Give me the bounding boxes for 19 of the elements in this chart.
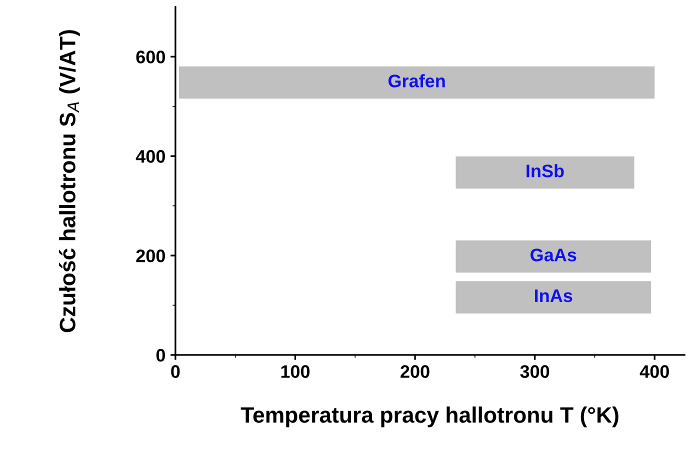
bar (456, 156, 634, 189)
bar (456, 281, 652, 314)
x-tick-label: 0 (171, 365, 180, 378)
x-tick-label: 400 (640, 365, 669, 378)
y-tick-label: 600 (136, 50, 165, 64)
series-label: InSb (526, 164, 564, 178)
x-axis-title: Temperatura pracy hallotronu T (°K) (240, 406, 618, 428)
series-label: Grafen (388, 74, 445, 88)
series-label: InAs (535, 290, 572, 302)
x-tick-label: 100 (281, 365, 310, 378)
x-tick-label: 200 (400, 365, 430, 378)
y-tick-label: 400 (136, 150, 165, 163)
y-tick-label: 200 (136, 249, 165, 262)
bar (456, 240, 652, 273)
y-axis-title: Czułość hallotronu S$_{A}$ (V/AT) (58, 30, 80, 332)
x-tick-label: 300 (520, 365, 550, 378)
y-tick-label: 0 (156, 348, 165, 362)
series-label: GaAs (530, 248, 576, 262)
bar (179, 66, 655, 99)
